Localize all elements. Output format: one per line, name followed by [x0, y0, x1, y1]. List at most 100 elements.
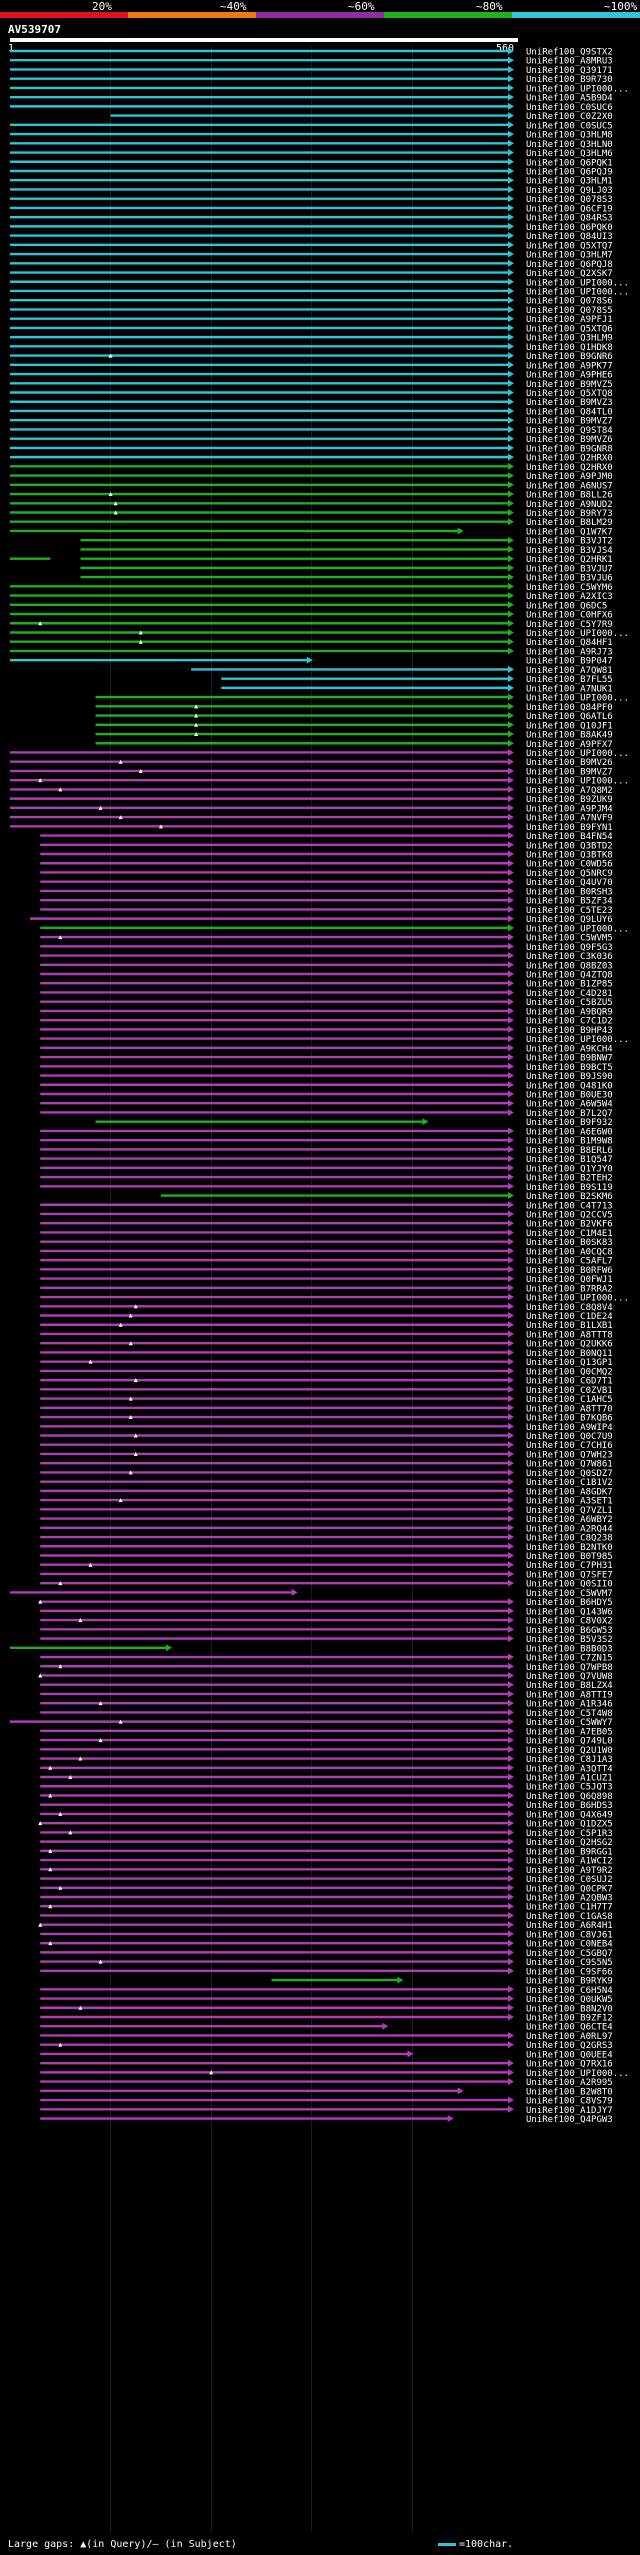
hit-label: UniRef100_Q9F5G3 — [526, 943, 613, 953]
hit-label: UniRef100_B2SKM6 — [526, 1192, 613, 1202]
hit-arrow — [508, 1958, 514, 1966]
legend-segment — [512, 12, 640, 18]
hit-arrow — [508, 1690, 514, 1698]
hit-row: UniRef100_A8TT70 — [40, 1404, 613, 1414]
hit-arrow — [508, 1616, 514, 1624]
hit-row: UniRef100_Q6PQK0 — [10, 222, 613, 233]
query-gap-marker — [108, 353, 113, 358]
hit-label: UniRef100_C1B1V2 — [526, 1478, 613, 1488]
query-gap-marker — [48, 1867, 53, 1872]
hit-row: UniRef100_A9BQR9 — [40, 1007, 613, 1017]
hit-arrow — [422, 1118, 429, 1126]
hit-arrow — [508, 988, 514, 996]
hit-label: UniRef100_Q078S3 — [526, 195, 613, 205]
query-gap-marker — [58, 1811, 63, 1816]
hit-label: UniRef100_B8LL26 — [526, 491, 613, 501]
hit-label: UniRef100_C0NEB4 — [526, 1940, 613, 1950]
hit-arrow — [508, 1745, 514, 1753]
hit-label: UniRef100_C5WYM6 — [526, 583, 613, 593]
hit-row: UniRef100_Q8BZ03 — [40, 961, 613, 971]
hit-arrow — [508, 1985, 514, 1993]
hit-row: UniRef100_B2VKF6 — [40, 1219, 613, 1230]
hit-row: UniRef100_B9HP43 — [40, 1025, 613, 1036]
hit-row: UniRef100_B5ZF34 — [40, 896, 613, 907]
hit-arrow — [508, 462, 514, 470]
hit-row: UniRef100_UPI000... — [40, 924, 629, 934]
hit-row: UniRef100_Q1W7K7 — [10, 527, 613, 537]
hit-arrow — [508, 2078, 514, 2086]
hit-label: UniRef100_B9GNR8 — [526, 444, 613, 454]
hit-row: UniRef100_Q3HLM8 — [10, 130, 613, 141]
hit-row: UniRef100_B7FL55 — [221, 675, 613, 685]
hit-row: UniRef100_C8VJ61 — [40, 1930, 613, 1940]
hit-row: UniRef100_Q9LJ03 — [10, 185, 613, 196]
hit-row: UniRef100_A8TTT8 — [40, 1330, 613, 1340]
hit-arrow — [508, 509, 514, 516]
hit-row: UniRef100_A9NUD2 — [10, 499, 613, 510]
hit-row: UniRef100_B1ZP85 — [40, 979, 613, 990]
hit-row: UniRef100_Q0FWJ1 — [40, 1275, 613, 1285]
hit-arrow — [508, 1653, 514, 1661]
hit-label: UniRef100_A7NUK1 — [526, 684, 613, 694]
hit-row: UniRef100_Q4PGW3 — [40, 2115, 613, 2125]
hit-label: UniRef100_B1ZP85 — [526, 980, 613, 990]
hit-label: UniRef100_B7KQB6 — [526, 1414, 613, 1424]
hit-label: UniRef100_C9SF66 — [526, 1967, 613, 1977]
hit-row: UniRef100_B3VJU7 — [80, 564, 613, 574]
hit-row: UniRef100_C7PH31 — [40, 1561, 613, 1571]
hit-row: UniRef100_B7L2Q7 — [40, 1108, 613, 1119]
hit-arrow — [508, 1699, 514, 1707]
hit-arrow — [508, 1487, 514, 1495]
hit-row: UniRef100_B9JS90 — [40, 1072, 613, 1082]
hit-arrow — [508, 139, 514, 147]
hit-label: UniRef100_A9NUD2 — [526, 500, 613, 510]
hit-arrow — [508, 1155, 514, 1163]
hit-label: UniRef100_A9PFX7 — [526, 740, 613, 750]
query-gap-marker — [58, 1581, 63, 1586]
hit-row: UniRef100_B8ERL6 — [40, 1145, 613, 1156]
hit-row: UniRef100_B9RY73 — [10, 509, 613, 519]
hit-arrow — [508, 1035, 514, 1043]
hit-arrow — [457, 527, 464, 535]
hit-label: UniRef100_C5BZU5 — [526, 998, 613, 1008]
hit-row: UniRef100_Q9ST84 — [10, 425, 613, 436]
hit-label: UniRef100_A9PJM4 — [526, 804, 613, 814]
hit-row: UniRef100_C5T4W8 — [40, 1708, 613, 1719]
hit-row: UniRef100_A9PHE6 — [10, 370, 613, 381]
hit-label: UniRef100_Q4ZTQ8 — [526, 971, 613, 981]
hit-row: UniRef100_UPI000... — [10, 628, 629, 639]
hit-arrow — [508, 795, 514, 803]
hit-arrow — [508, 102, 514, 110]
hit-label: UniRef100_Q3HLM8 — [526, 131, 613, 141]
hit-label: UniRef100_Q6PQJ9 — [526, 167, 613, 177]
hit-label: UniRef100_B3VJT2 — [526, 537, 613, 547]
hit-label: UniRef100_B8LM29 — [526, 518, 613, 528]
hit-arrow — [508, 776, 514, 784]
hit-label: UniRef100_Q39171 — [526, 66, 613, 76]
hit-arrow — [508, 712, 514, 720]
hit-row: UniRef100_Q7SFE7 — [40, 1570, 613, 1580]
hit-label: UniRef100_C5WVM5 — [526, 934, 613, 944]
hit-label: UniRef100_Q2XSK7 — [526, 269, 613, 279]
hit-label: UniRef100_B9MV26 — [526, 758, 613, 768]
hit-label: UniRef100_A1R346 — [526, 1700, 613, 1710]
legend-label: 20% — [92, 0, 112, 13]
hit-row: UniRef100_C5WVM7 — [10, 1588, 613, 1599]
hit-arrow — [508, 93, 514, 101]
hit-row: UniRef100_A1WCI2 — [40, 1856, 613, 1867]
hit-arrow — [508, 1939, 514, 1947]
hit-arrow — [508, 1358, 514, 1366]
hit-arrow — [508, 721, 514, 729]
hit-label: UniRef100_Q2CCV5 — [526, 1210, 613, 1220]
hit-row: UniRef100_B9RGG1 — [40, 1847, 613, 1857]
hit-row: UniRef100_Q749L0 — [40, 1736, 613, 1747]
hit-label: UniRef100_Q2U1W0 — [526, 1746, 613, 1756]
hit-label: UniRef100_B0UE30 — [526, 1090, 613, 1100]
query-gap-marker — [194, 722, 199, 727]
hit-arrow — [508, 665, 514, 673]
hit-label: UniRef100_Q1W7K7 — [526, 527, 613, 537]
hit-row: UniRef100_C5AFL7 — [40, 1256, 613, 1267]
hit-row: UniRef100_B8LZX4 — [40, 1681, 613, 1691]
hit-row: UniRef100_A9RJ73 — [10, 647, 613, 657]
hit-row: UniRef100_C0NEB4 — [40, 1939, 613, 1950]
